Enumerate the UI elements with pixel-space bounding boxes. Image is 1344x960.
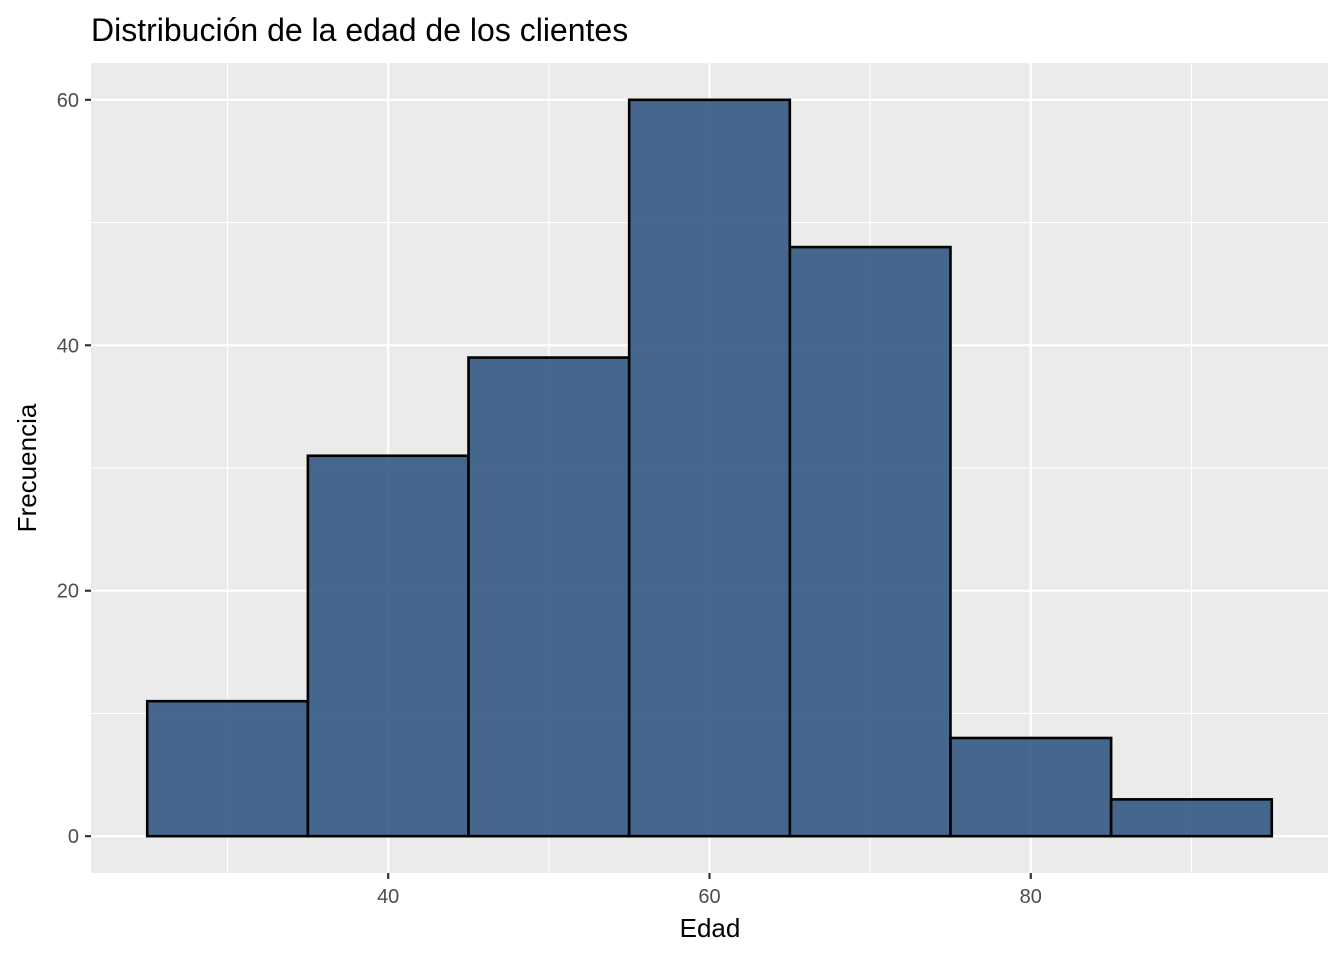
histogram-bar: [467, 356, 631, 838]
x-tick-label: 60: [698, 886, 720, 908]
histogram-bar: [145, 699, 310, 838]
y-axis-title: Frecuencia: [12, 403, 42, 532]
histogram-bar: [306, 454, 470, 838]
y-tick-label: 20: [57, 581, 79, 603]
y-tick-label: 40: [57, 335, 79, 357]
x-tick-label: 80: [1020, 886, 1042, 908]
x-axis-title: Edad: [680, 913, 741, 943]
chart-title: Distribución de la edad de los clientes: [91, 12, 628, 48]
histogram-bar: [627, 98, 792, 838]
y-tick-label: 0: [68, 826, 79, 848]
x-axis: 40 60 80: [377, 873, 1042, 908]
histogram-bar: [1109, 798, 1274, 838]
histogram-bar: [788, 245, 952, 838]
histogram-bars: [145, 98, 1274, 838]
y-tick-label: 60: [57, 90, 79, 112]
histogram-bar: [949, 736, 1113, 838]
x-tick-label: 40: [377, 886, 399, 908]
y-axis: 0 20 40 60: [57, 90, 91, 848]
